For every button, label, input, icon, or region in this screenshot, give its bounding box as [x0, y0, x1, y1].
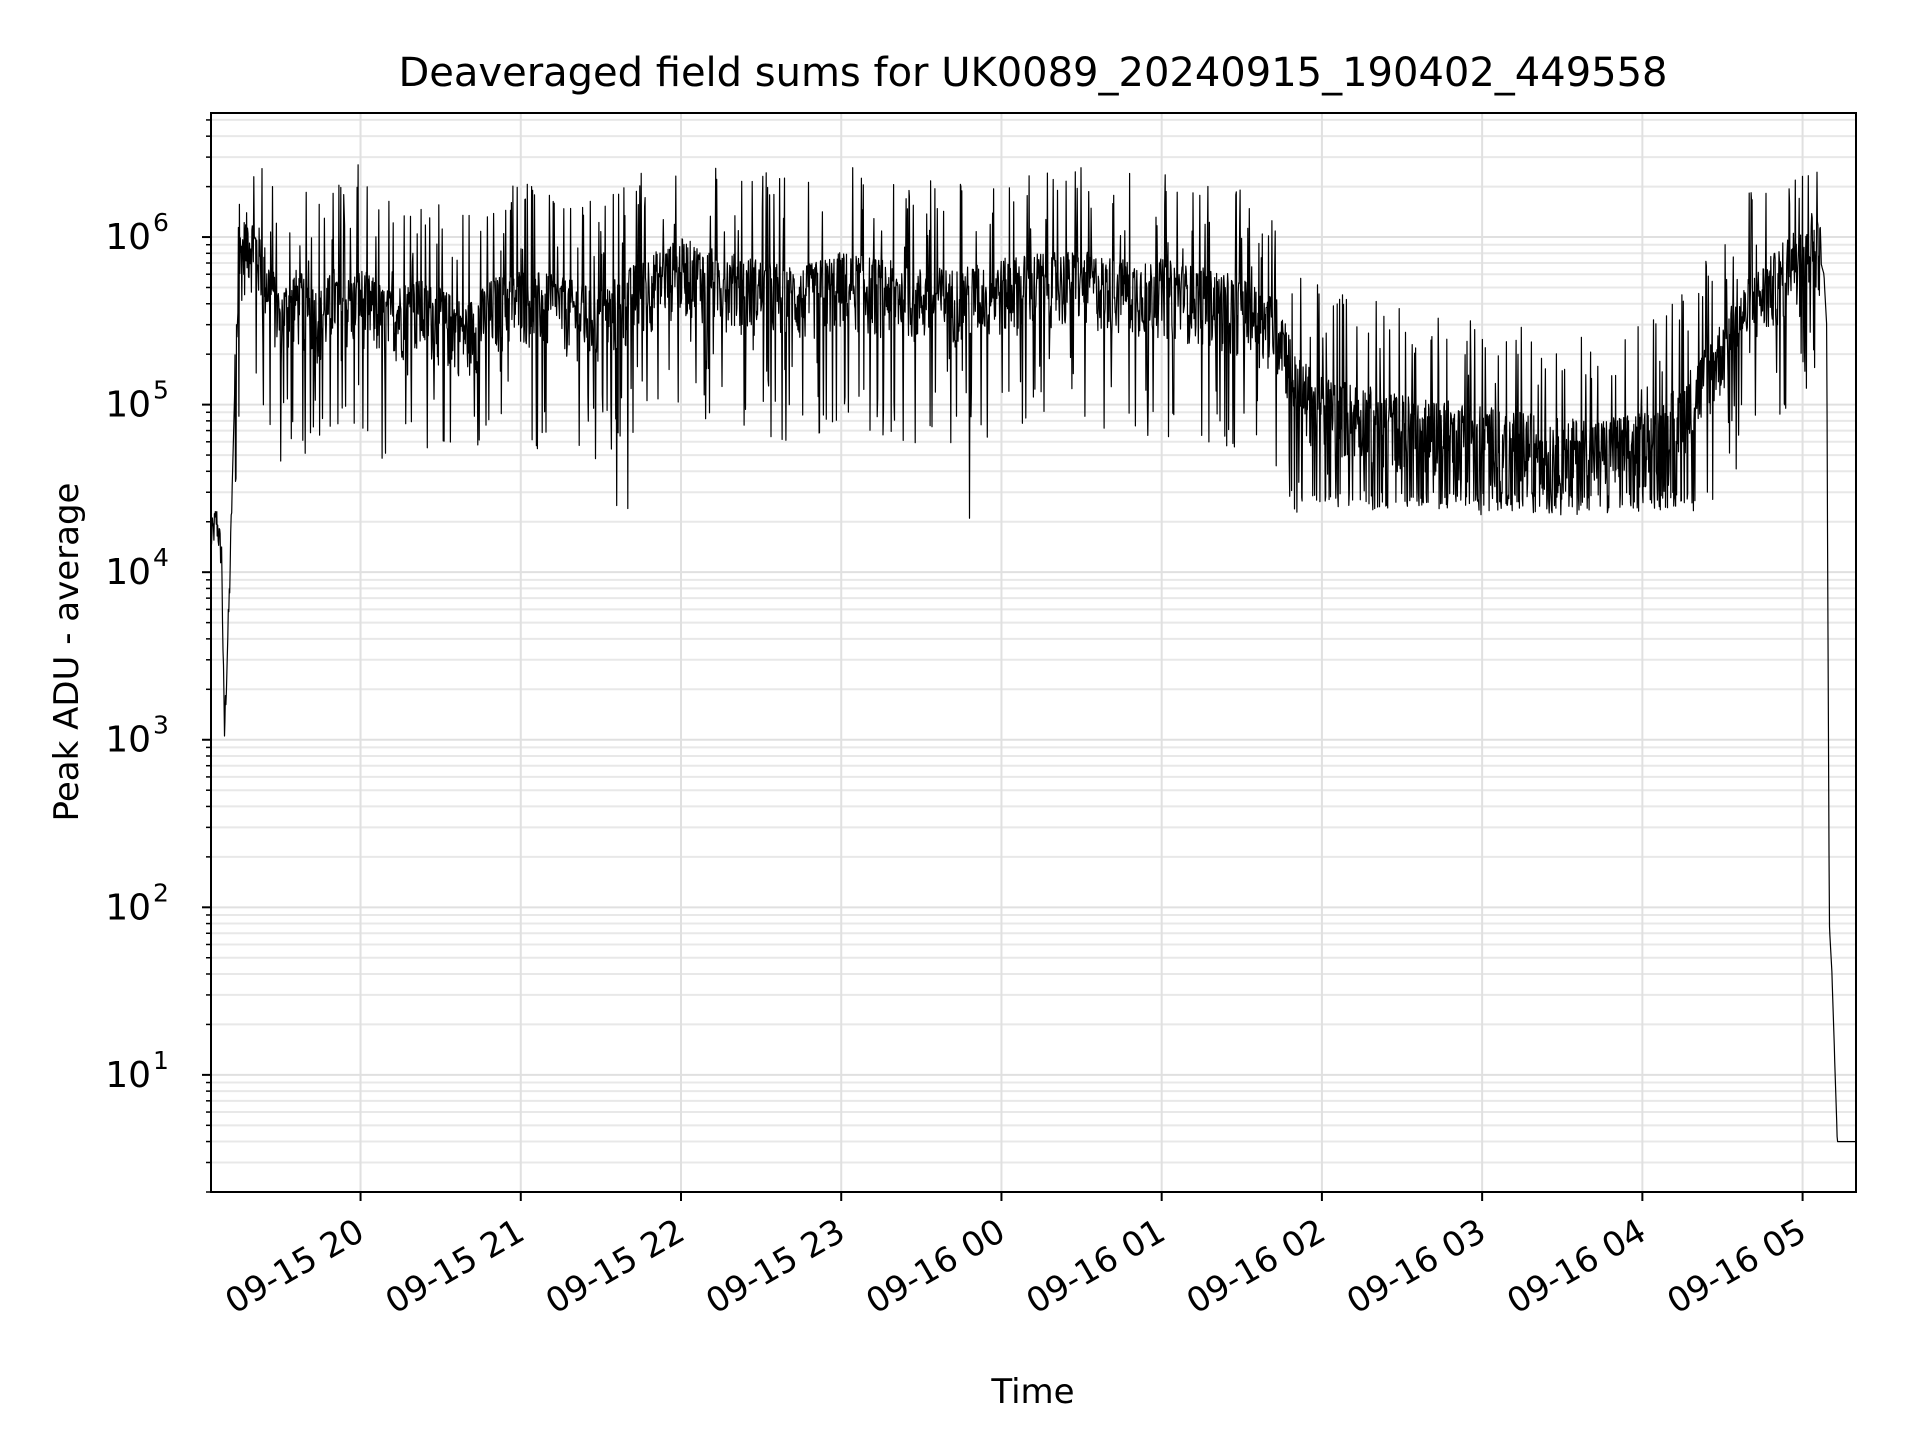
y-tick-exponent: 6	[153, 208, 169, 237]
y-tick-label: 10	[105, 385, 151, 426]
data-series	[210, 164, 1856, 1143]
y-tick-label: 10	[105, 217, 151, 258]
x-axis-label: Time	[990, 1372, 1074, 1412]
y-tick-label: 10	[105, 887, 151, 928]
y-tick-exponent: 5	[153, 376, 169, 405]
chart-title: Deaveraged field sums for UK0089_2024091…	[398, 50, 1667, 96]
y-tick-exponent: 1	[153, 1046, 169, 1075]
y-tick-label: 10	[105, 1055, 151, 1096]
plot-frame	[210, 112, 1857, 1193]
y-tick-label: 10	[105, 720, 151, 761]
y-tick-exponent: 3	[153, 711, 169, 740]
y-tick-label: 10	[105, 552, 151, 593]
y-axis-label: Peak ADU - average	[47, 483, 87, 822]
y-tick-exponent: 4	[153, 543, 169, 572]
y-tick-exponent: 2	[153, 878, 169, 907]
series-line	[210, 164, 1856, 1143]
